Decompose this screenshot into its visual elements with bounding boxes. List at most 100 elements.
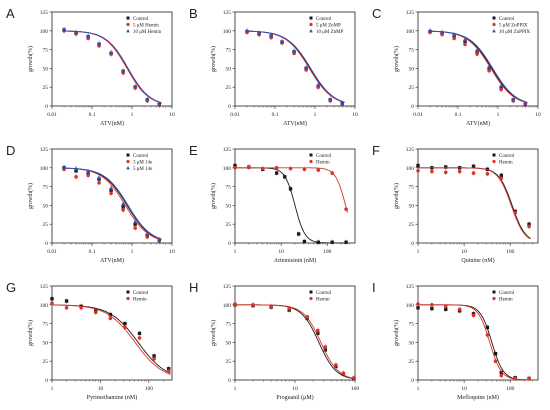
data-point [305, 315, 310, 319]
data-point [152, 357, 156, 361]
data-point [440, 30, 445, 34]
x-axis-label: ATV(nM) [466, 120, 490, 127]
panel-letter: B [189, 6, 198, 21]
x-axis-label: Artemisinin (nM) [274, 257, 317, 264]
data-point [247, 165, 251, 169]
plot-frame [234, 11, 356, 107]
legend-marker [492, 16, 496, 20]
legend-marker [492, 153, 496, 157]
data-point [269, 304, 273, 309]
x-axis-label: Quinine (nM) [461, 257, 494, 264]
y-axis-label: growth(%) [27, 183, 34, 209]
data-point [152, 354, 156, 358]
legend-label: Hemin [499, 297, 513, 302]
y-tick-label: 0 [411, 241, 414, 247]
panel-letter: C [372, 6, 381, 21]
x-tick-label: 10 [352, 112, 358, 118]
data-point [145, 97, 150, 101]
data-point [499, 176, 504, 181]
legend-marker [126, 166, 130, 170]
x-tick-label: 100 [145, 386, 154, 392]
y-tick-label: 100 [40, 29, 49, 35]
y-tick-label: 100 [223, 29, 232, 35]
x-tick-label: 0.1 [455, 112, 462, 118]
data-point [527, 224, 531, 229]
data-point [452, 36, 456, 41]
legend-marker [309, 153, 313, 157]
y-tick-label: 0 [411, 104, 414, 110]
data-point [334, 363, 338, 367]
data-point [121, 208, 125, 212]
y-tick-label: 75 [226, 48, 232, 54]
x-tick-label: 1 [234, 386, 237, 392]
x-axis-label: Pyrimethamine (nM) [87, 394, 138, 401]
legend-label: 10 μM ZnPPIX [499, 30, 530, 35]
data-point [269, 33, 274, 37]
y-axis-label: growth(%) [393, 46, 400, 72]
x-tick-label: 1 [131, 249, 134, 255]
legend-label: Hemin [499, 160, 513, 165]
y-tick-label: 100 [223, 166, 232, 172]
y-tick-label: 75 [409, 48, 415, 54]
data-point [430, 306, 434, 311]
fit-curve-1 [62, 167, 162, 241]
data-point [513, 211, 517, 215]
data-point [233, 166, 237, 170]
data-point [475, 52, 479, 56]
data-point [341, 371, 346, 376]
y-tick-label: 25 [226, 359, 232, 365]
data-point [166, 369, 171, 373]
data-point [79, 306, 83, 310]
x-tick-label: 0.01 [413, 112, 423, 118]
y-tick-label: 25 [409, 85, 415, 91]
data-point [251, 303, 255, 307]
y-tick-label: 25 [226, 222, 232, 228]
y-tick-label: 75 [226, 185, 232, 191]
legend-label: Control [316, 17, 332, 22]
x-tick-label: 100 [323, 249, 332, 255]
data-point [452, 32, 457, 37]
y-axis-label: growth(%) [27, 46, 34, 72]
y-tick-label: 25 [43, 359, 49, 365]
data-point [74, 30, 79, 34]
panel-g: G 0 25 50 75 100 125 1 10 100 Pyrimethamine (nM) gr… [6, 280, 173, 401]
plot-frame [51, 148, 173, 244]
fit-curve-1 [418, 167, 531, 240]
x-tick-label: 0.1 [272, 112, 279, 118]
data-point [444, 307, 448, 312]
fit-curve-0 [245, 30, 345, 103]
x-tick-label: 1 [51, 386, 54, 392]
data-point [316, 328, 320, 333]
data-point [513, 376, 517, 381]
data-point [302, 239, 307, 244]
data-point [302, 167, 307, 172]
data-point [123, 321, 127, 326]
data-point [157, 237, 162, 242]
y-axis-label: growth(%) [210, 320, 217, 346]
y-tick-label: 0 [45, 241, 48, 247]
y-tick-label: 50 [226, 203, 232, 209]
y-tick-label: 25 [409, 222, 415, 228]
legend-label: 3 μM 14e [133, 160, 153, 165]
y-tick-label: 125 [223, 284, 232, 290]
data-point [471, 164, 476, 168]
data-point [64, 306, 69, 310]
y-tick-label: 0 [228, 378, 231, 384]
fit-curve-1 [245, 30, 345, 104]
data-point [108, 316, 113, 321]
data-point [493, 359, 498, 363]
legend-label: 5 μM 14e [133, 167, 153, 172]
panel-h: H 0 25 50 75 100 125 1 10 100 Proguanil (μM) growth… [189, 280, 359, 401]
y-tick-label: 75 [43, 185, 49, 191]
data-point [344, 207, 348, 211]
data-point [86, 169, 91, 174]
legend-label: Hemin [133, 297, 147, 302]
x-tick-label: 0.01 [47, 112, 57, 118]
y-tick-label: 100 [223, 303, 232, 309]
x-axis-label: ATV(nM) [100, 257, 124, 264]
data-point [323, 348, 328, 352]
x-tick-label: 10 [292, 386, 298, 392]
legend-marker [309, 29, 313, 33]
data-point [260, 166, 265, 171]
data-point [62, 164, 67, 169]
